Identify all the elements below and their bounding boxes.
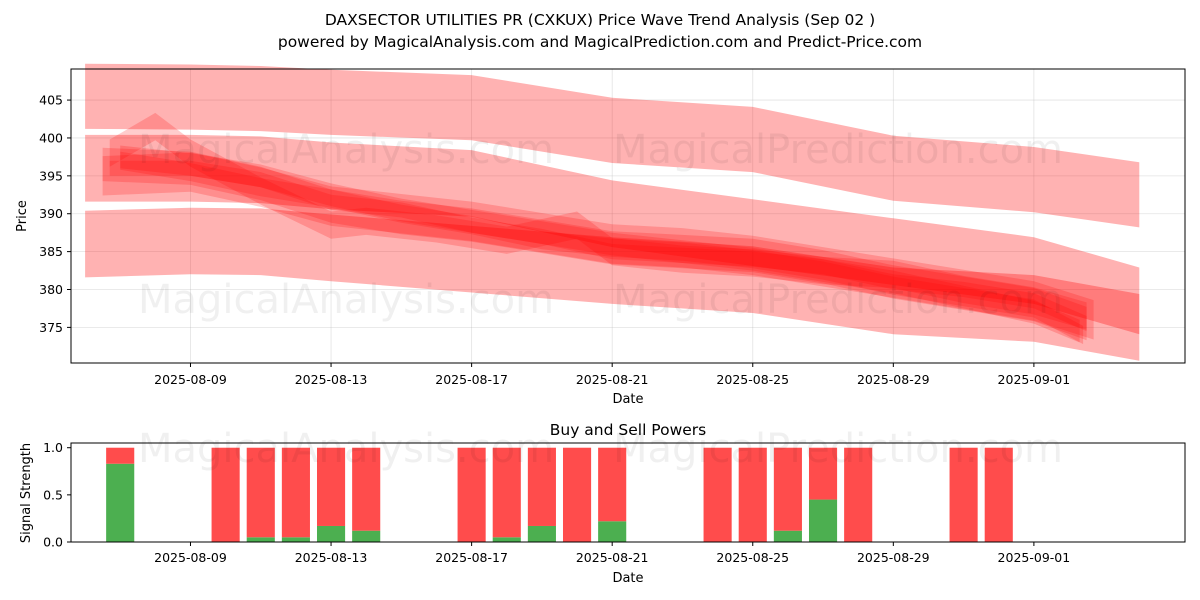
sell-bar [738,447,767,542]
sell-bar [281,447,310,538]
buy-sell-watermarks: MagicalAnalysis.com MagicalPrediction.co… [138,426,1063,472]
buy-bar [281,537,310,542]
price-y-tick-label: 375 [39,320,63,335]
buy-sell-x-tick-label: 2025-08-09 [154,550,227,565]
price-grid [71,69,1185,363]
sell-bar [527,447,556,526]
price-y-axis-label: Price [15,200,30,232]
buy-sell-chart: Buy and Sell Powers MagicalAnalysis.com … [19,421,1186,586]
price-wave-chart: MagicalAnalysis.com MagicalPrediction.co… [15,63,1186,407]
wave-band-upper-wave [85,63,1140,228]
buy-sell-x-tick-label: 2025-09-01 [998,550,1071,565]
price-bands [85,63,1140,361]
sell-bar [984,447,1013,542]
price-x-tick-label: 2025-08-09 [154,372,227,387]
price-x-tick-label: 2025-08-25 [716,372,789,387]
price-y-tick-label: 395 [39,168,63,183]
buy-sell-y-ticks: 0.0 0.5 1.0 [43,440,71,550]
buy-bar [492,537,521,542]
price-y-ticks: 375 380 385 390 395 400 405 [39,93,71,335]
buy-sell-x-tick-label: 2025-08-29 [857,550,930,565]
buy-bar [527,525,556,542]
buy-sell-plot-frame [70,442,1186,543]
price-x-ticks: 2025-08-09 2025-08-13 2025-08-17 2025-08-21… [154,363,1070,387]
sell-bar [773,447,802,531]
buy-sell-x-tick-label: 2025-08-13 [295,550,368,565]
buy-bar [246,537,275,542]
buy-bar [316,525,346,542]
buy-bar [598,521,627,542]
watermark-prediction-top: MagicalPrediction.com [613,127,1063,173]
buy-sell-y-tick-label: 1.0 [43,440,63,455]
price-x-tick-label: 2025-08-21 [576,372,649,387]
price-y-tick-label: 400 [39,130,63,145]
price-y-tick-label: 405 [39,93,63,108]
buy-sell-y-axis-label: Signal Strength [19,443,34,543]
price-x-axis-label: Date [612,392,643,407]
price-x-tick-label: 2025-09-01 [998,372,1071,387]
price-plot-frame [70,68,1186,364]
sell-bar [316,447,346,526]
buy-sell-x-ticks: 2025-08-09 2025-08-13 2025-08-17 2025-08-21… [154,542,1070,565]
price-y-tick-label: 380 [39,282,63,297]
sell-bar [352,447,381,531]
buy-sell-x-axis-label: Date [612,571,643,586]
wave-band-trend-4 [102,152,1094,340]
price-y-tick-label: 390 [39,206,63,221]
wave-band-lower-wave [85,207,1140,361]
buy-bar [352,530,381,542]
wave-band-trend-6 [120,151,1084,345]
watermark-prediction-mid: MagicalPrediction.com [613,277,1063,323]
watermark-prediction-bottom: MagicalPrediction.com [613,426,1063,472]
wave-band-middle-wave [85,134,1140,335]
wave-band-trend-5 [109,160,1087,332]
price-x-tick-label: 2025-08-13 [295,372,368,387]
buy-sell-bars [106,447,1013,542]
sell-bar [844,447,873,542]
watermark-analysis-mid: MagicalAnalysis.com [138,277,554,323]
price-watermarks: MagicalAnalysis.com MagicalPrediction.co… [138,127,1063,323]
sell-bar [457,447,486,542]
wave-band-trend-2 [109,112,1087,330]
sell-bar [808,447,838,500]
chart-subtitle: powered by MagicalAnalysis.com and Magic… [278,33,922,51]
watermark-analysis-bottom: MagicalAnalysis.com [138,426,554,472]
buy-bar [773,530,802,542]
price-x-tick-label: 2025-08-17 [435,372,508,387]
watermark-analysis-top: MagicalAnalysis.com [138,127,554,173]
wave-band-trend-1 [102,147,1087,341]
sell-bar [106,447,135,464]
sell-bar [492,447,521,538]
sell-bar [246,447,275,538]
buy-sell-title: Buy and Sell Powers [550,421,707,439]
buy-sell-x-tick-label: 2025-08-17 [435,550,508,565]
buy-bar [106,463,135,542]
price-y-tick-label: 385 [39,244,63,259]
buy-sell-x-tick-label: 2025-08-25 [716,550,789,565]
buy-bar [808,499,838,542]
sell-bar [211,447,240,542]
chart-title: DAXSECTOR UTILITIES PR (CXKUX) Price Wav… [325,11,875,29]
price-x-tick-label: 2025-08-29 [857,372,930,387]
buy-sell-x-tick-label: 2025-08-21 [576,550,649,565]
buy-sell-y-tick-label: 0.0 [43,535,63,550]
sell-bar [562,447,592,542]
sell-bar [598,447,627,522]
sell-bar [703,447,732,542]
sell-bar [949,447,978,542]
wave-band-trend-3 [120,145,1080,343]
buy-sell-y-tick-label: 0.5 [43,487,63,502]
